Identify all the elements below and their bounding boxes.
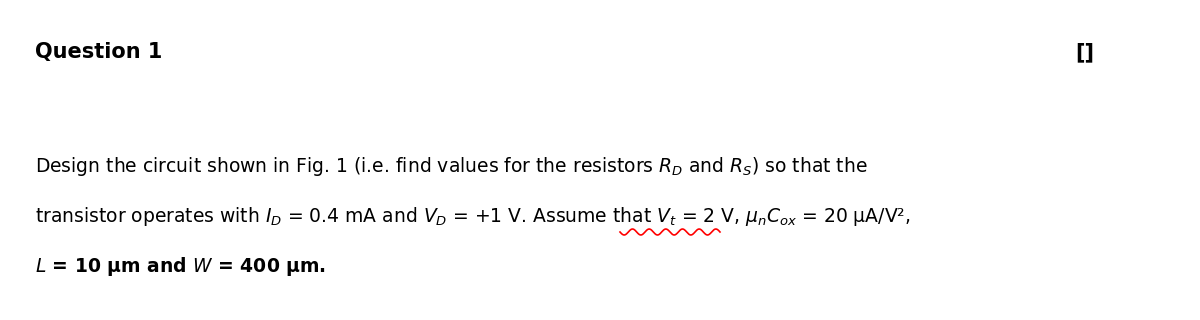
Text: $\mathit{L}$ = 10 μm and $\mathit{W}$ = 400 μm.: $\mathit{L}$ = 10 μm and $\mathit{W}$ = … (35, 255, 326, 278)
Text: transistor operates with $\mathit{I}_D$ = 0.4 mA and $\mathit{V}_D$ = +1 V. Assu: transistor operates with $\mathit{I}_D$ … (35, 205, 911, 228)
Text: Question 1: Question 1 (35, 42, 162, 62)
Text: []: [] (1075, 42, 1094, 62)
Text: Design the circuit shown in Fig. 1 (i.e. find values for the resistors $\mathit{: Design the circuit shown in Fig. 1 (i.e.… (35, 155, 868, 178)
